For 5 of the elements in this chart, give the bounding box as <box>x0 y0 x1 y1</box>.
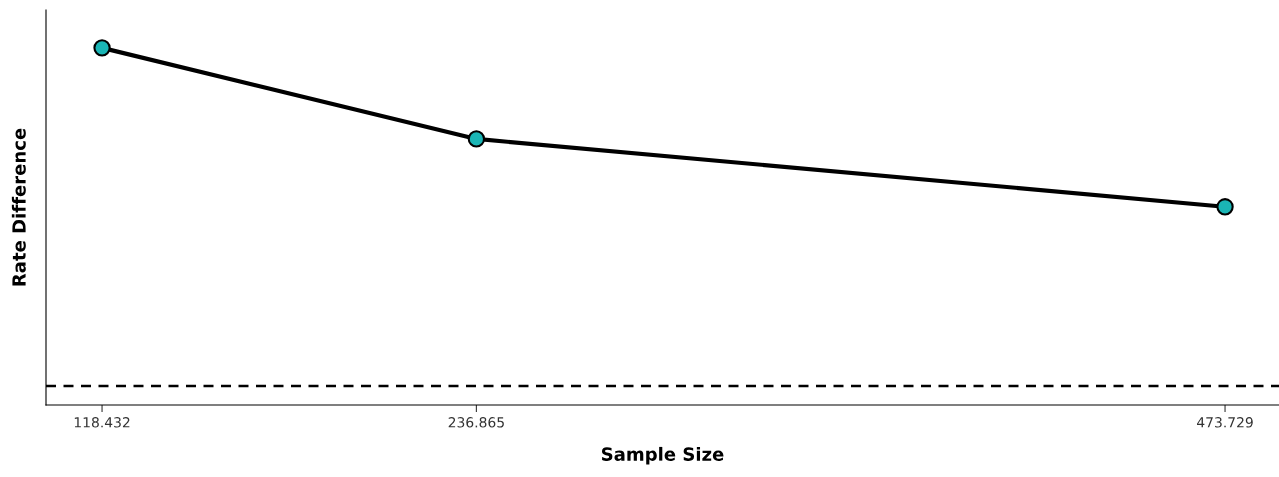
x-tick-label: 236.865 <box>448 417 504 428</box>
x-tick-label: 473.729 <box>1197 417 1253 428</box>
x-tick-label: 118.432 <box>74 417 130 428</box>
x-axis-title: Sample Size <box>602 446 724 465</box>
y-axis-title: Rate Difference <box>11 128 26 286</box>
